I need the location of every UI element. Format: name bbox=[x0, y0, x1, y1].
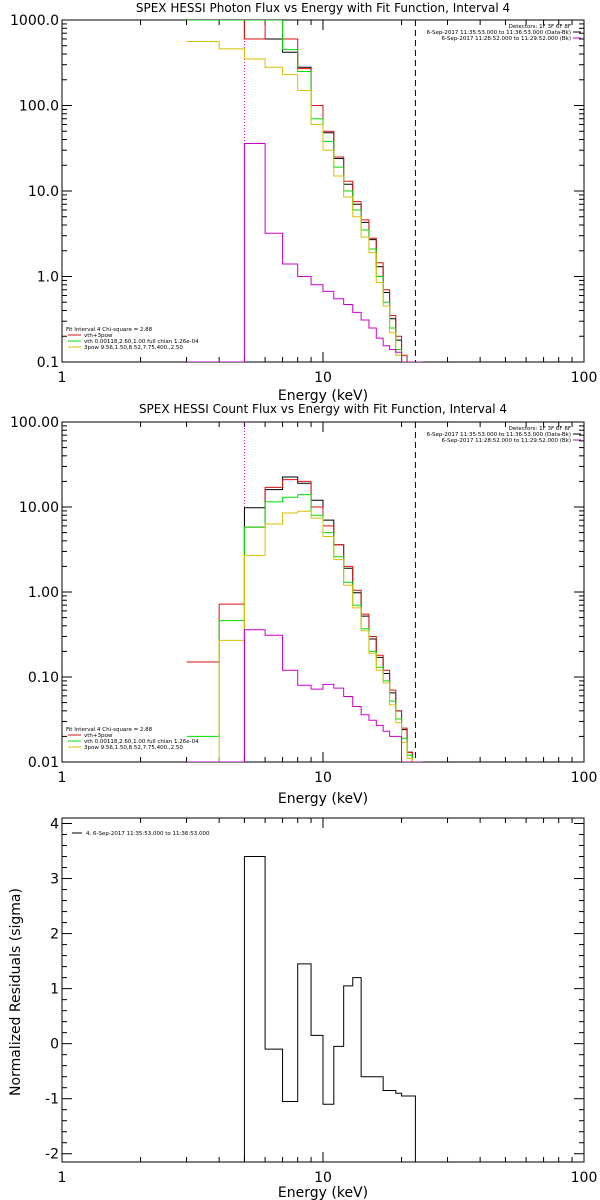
photon-flux-panel: SPEX HESSI Photon Flux vs Energy with Fi… bbox=[10, 1, 597, 404]
series-line-residuals bbox=[243, 856, 416, 1162]
x-tick-label: 1 bbox=[58, 1170, 67, 1186]
plot-frame bbox=[61, 19, 585, 363]
fit-legend-text: 3pow 9.56,1.50,8.52,7.75,400.,2.50 bbox=[84, 345, 183, 351]
fit-legend-text: vth 0.00118,2.60,1.00 full chian 1.26e-0… bbox=[84, 339, 199, 345]
x-tick-label: 100 bbox=[571, 770, 598, 786]
y-tick-label: 100.00 bbox=[10, 415, 59, 431]
y-tick-label: 1.00 bbox=[28, 585, 59, 601]
series-group bbox=[186, 476, 423, 762]
info-text: 6-Sep-2017 11:28:52.000 to 11:29:52.000 … bbox=[442, 438, 572, 444]
y-tick-label: 0.1 bbox=[37, 355, 59, 371]
photon-flux-title: SPEX HESSI Photon Flux vs Energy with Fi… bbox=[136, 1, 510, 15]
x-tick-label: 10 bbox=[314, 370, 332, 386]
residuals-panel: 1 10 100 -2 -1 0 1 2 3 4 4. 6-Sep-2017 11:35:53.00… bbox=[8, 817, 597, 1200]
fit-legend-text: vth 0.00118,2.60,1.00 full chian 1.26e-0… bbox=[84, 739, 199, 745]
count-flux-panel: SPEX HESSI Count Flux vs Energy with Fit… bbox=[10, 402, 597, 807]
series-line-vth bbox=[186, 20, 423, 362]
y-tick-label: 0.01 bbox=[28, 755, 59, 771]
y-tick-label: 10.00 bbox=[19, 500, 59, 516]
series-line-data-bk bbox=[186, 476, 423, 762]
x-tick-label: 100 bbox=[571, 1170, 598, 1186]
y-tick-label: 3 bbox=[50, 872, 59, 888]
info-text: Detectors: 1F 3F 6F 8F bbox=[509, 426, 571, 432]
x-tick-label: 10 bbox=[314, 770, 332, 786]
fit-legend-text: Fit Interval 4 Chi-square = 2.88 bbox=[66, 727, 153, 733]
x-tick-label: 10 bbox=[314, 1170, 332, 1186]
info-text: Detectors: 1F 3F 6F 8F bbox=[509, 24, 571, 30]
y-tick-label: 10.0 bbox=[28, 184, 59, 200]
y-tick-label: 4 bbox=[50, 817, 59, 833]
fit-legend-text: Fit Interval 4 Chi-square = 2.88 bbox=[66, 327, 153, 333]
count-flux-title: SPEX HESSI Count Flux vs Energy with Fit… bbox=[139, 402, 507, 416]
y-tick-label: -1 bbox=[45, 1092, 59, 1108]
series-line-vth bbox=[186, 494, 423, 762]
info-text: 6-Sep-2017 11:28:52.000 to 11:29:52.000 … bbox=[442, 36, 572, 42]
residuals-plot-area: 1 10 100 -2 -1 0 1 2 3 4 4. 6-Sep-2017 11:35:53.00… bbox=[45, 817, 597, 1186]
plot-frame bbox=[61, 817, 585, 1163]
y-tick-label: 1.0 bbox=[37, 270, 59, 286]
series-line-3pow bbox=[186, 41, 423, 362]
residuals-x-axis-label: Energy (keV) bbox=[278, 1185, 368, 1200]
fit-legend-text: 3pow 9.56,1.50,8.52,7.75,400.,2.50 bbox=[84, 745, 183, 751]
photon-flux-plot-area: 1 10 100 0.1 1.0 10.0 100.0 1000.0 Detectors: 1F… bbox=[10, 13, 597, 386]
residuals-y-axis-label: Normalized Residuals (sigma) bbox=[8, 888, 24, 1096]
y-tick-label: 0 bbox=[50, 1037, 59, 1053]
x-tick-label: 1 bbox=[58, 770, 67, 786]
series-line-bk bbox=[186, 629, 423, 762]
count-flux-x-axis-label: Energy (keV) bbox=[278, 791, 368, 807]
count-flux-plot-area: 1 10 100 0.01 0.10 1.00 10.00 100.00 Detectors: … bbox=[10, 415, 597, 786]
x-tick-label: 100 bbox=[571, 370, 598, 386]
series-line-bk bbox=[186, 142, 423, 362]
x-tick-label: 1 bbox=[58, 370, 67, 386]
residual-legend-text: 4. 6-Sep-2017 11:35:53.000 to 11:36:53.0… bbox=[86, 831, 210, 837]
y-tick-label: 0.10 bbox=[28, 670, 59, 686]
photon-flux-x-axis-label: Energy (keV) bbox=[278, 388, 368, 404]
info-text: 6-Sep-2017 11:35:53.000 to 11:36:53.000 … bbox=[427, 30, 571, 36]
fit-legend-text: vth+3pow bbox=[84, 333, 113, 339]
series-group bbox=[186, 20, 423, 362]
y-tick-label: 1000.0 bbox=[10, 13, 59, 29]
y-tick-label: 2 bbox=[50, 927, 59, 943]
series-group bbox=[243, 856, 416, 1162]
plot-frame bbox=[61, 421, 585, 763]
y-tick-label: -2 bbox=[45, 1147, 59, 1163]
info-text: 6-Sep-2017 11:35:53.000 to 11:36:53.000 … bbox=[427, 432, 571, 438]
y-tick-label: 100.0 bbox=[19, 99, 59, 115]
y-tick-label: 1 bbox=[50, 982, 59, 998]
fit-legend-text: vth+3pow bbox=[84, 733, 113, 739]
series-line-3pow bbox=[186, 510, 423, 762]
